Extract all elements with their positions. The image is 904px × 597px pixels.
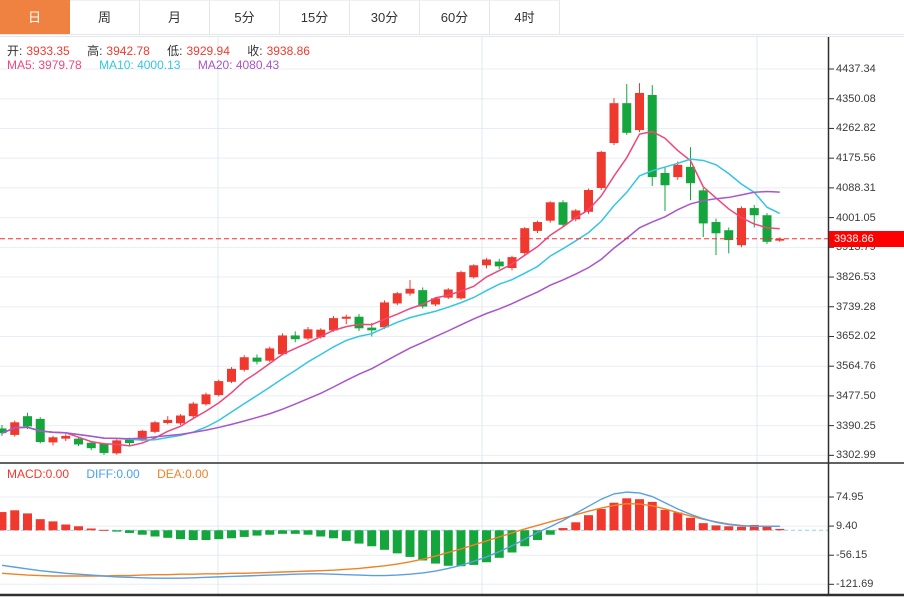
price-axis-label: 4175.56 [836, 152, 876, 165]
macd-axis-label: 74.95 [836, 491, 864, 503]
diff-value: DIFF:0.00 [86, 467, 140, 481]
tab-day[interactable]: 日 [0, 0, 70, 34]
price-axis-label: 3564.76 [836, 360, 876, 373]
price-axis-label: 4350.08 [836, 92, 876, 105]
ma5-line [1, 130, 780, 447]
ma5-value: MA5: 3979.78 [7, 58, 82, 72]
diff-line [1, 491, 780, 579]
price-axis-label: 3826.53 [836, 271, 876, 284]
close-label: 收: [247, 44, 263, 58]
price-axis-label: 3739.28 [836, 300, 876, 313]
price-axis-label: 3477.50 [836, 389, 876, 402]
ma10-line [1, 158, 781, 441]
ma-readout: MA5: 3979.78 MA10: 4000.13 MA20: 4080.43 [7, 58, 283, 72]
tab-month[interactable]: 月 [140, 0, 210, 34]
high-value: 3942.78 [106, 44, 150, 58]
low-value: 3929.94 [186, 44, 230, 58]
dea-line [1, 502, 780, 577]
macd-axis-label: -121.69 [836, 578, 874, 591]
high-label: 高: [87, 44, 103, 58]
macd-readout: MACD:0.00 DIFF:0.00 DEA:0.00 [7, 467, 212, 481]
ohlc-readout: 开: 3933.35 高: 3942.78 低: 3929.94 收: 3938.86 [7, 42, 314, 59]
low-label: 低: [167, 44, 183, 58]
tab-60min[interactable]: 60分 [420, 0, 490, 34]
timeframe-tab-bar: 日 周 月 5分 15分 30分 60分 4时 [0, 0, 904, 35]
price-axis-label: 3302.99 [836, 449, 876, 462]
price-axis-label: 4262.82 [836, 122, 876, 135]
current-price-badge: 3938.86 [829, 230, 904, 247]
close-value: 3938.86 [266, 44, 310, 58]
tab-30min[interactable]: 30分 [350, 0, 420, 34]
tab-4hour[interactable]: 4时 [490, 0, 560, 34]
open-label: 开: [7, 44, 23, 58]
candles [0, 83, 785, 456]
tab-15min[interactable]: 15分 [280, 0, 350, 34]
macd-value: MACD:0.00 [7, 467, 70, 481]
macd-axis-label: 9.40 [836, 520, 858, 533]
open-value: 3933.35 [26, 44, 70, 58]
dea-value: DEA:0.00 [157, 467, 209, 481]
price-axis-label: 4001.05 [836, 211, 876, 224]
ma20-line [1, 190, 780, 440]
price-axis-label: 3390.25 [836, 419, 876, 432]
chart-frame [0, 36, 904, 597]
ma20-value: MA20: 4080.43 [197, 58, 280, 72]
tab-week[interactable]: 周 [70, 0, 140, 34]
price-axis-label: 4437.34 [836, 63, 876, 75]
macd-axis-label: -56.15 [836, 549, 868, 562]
price-axis-label: 3652.02 [836, 330, 876, 343]
ma10-value: MA10: 4000.13 [99, 58, 181, 72]
tab-5min[interactable]: 5分 [210, 0, 280, 34]
macd-histogram [0, 498, 785, 567]
price-axis-label: 4088.31 [836, 181, 876, 194]
